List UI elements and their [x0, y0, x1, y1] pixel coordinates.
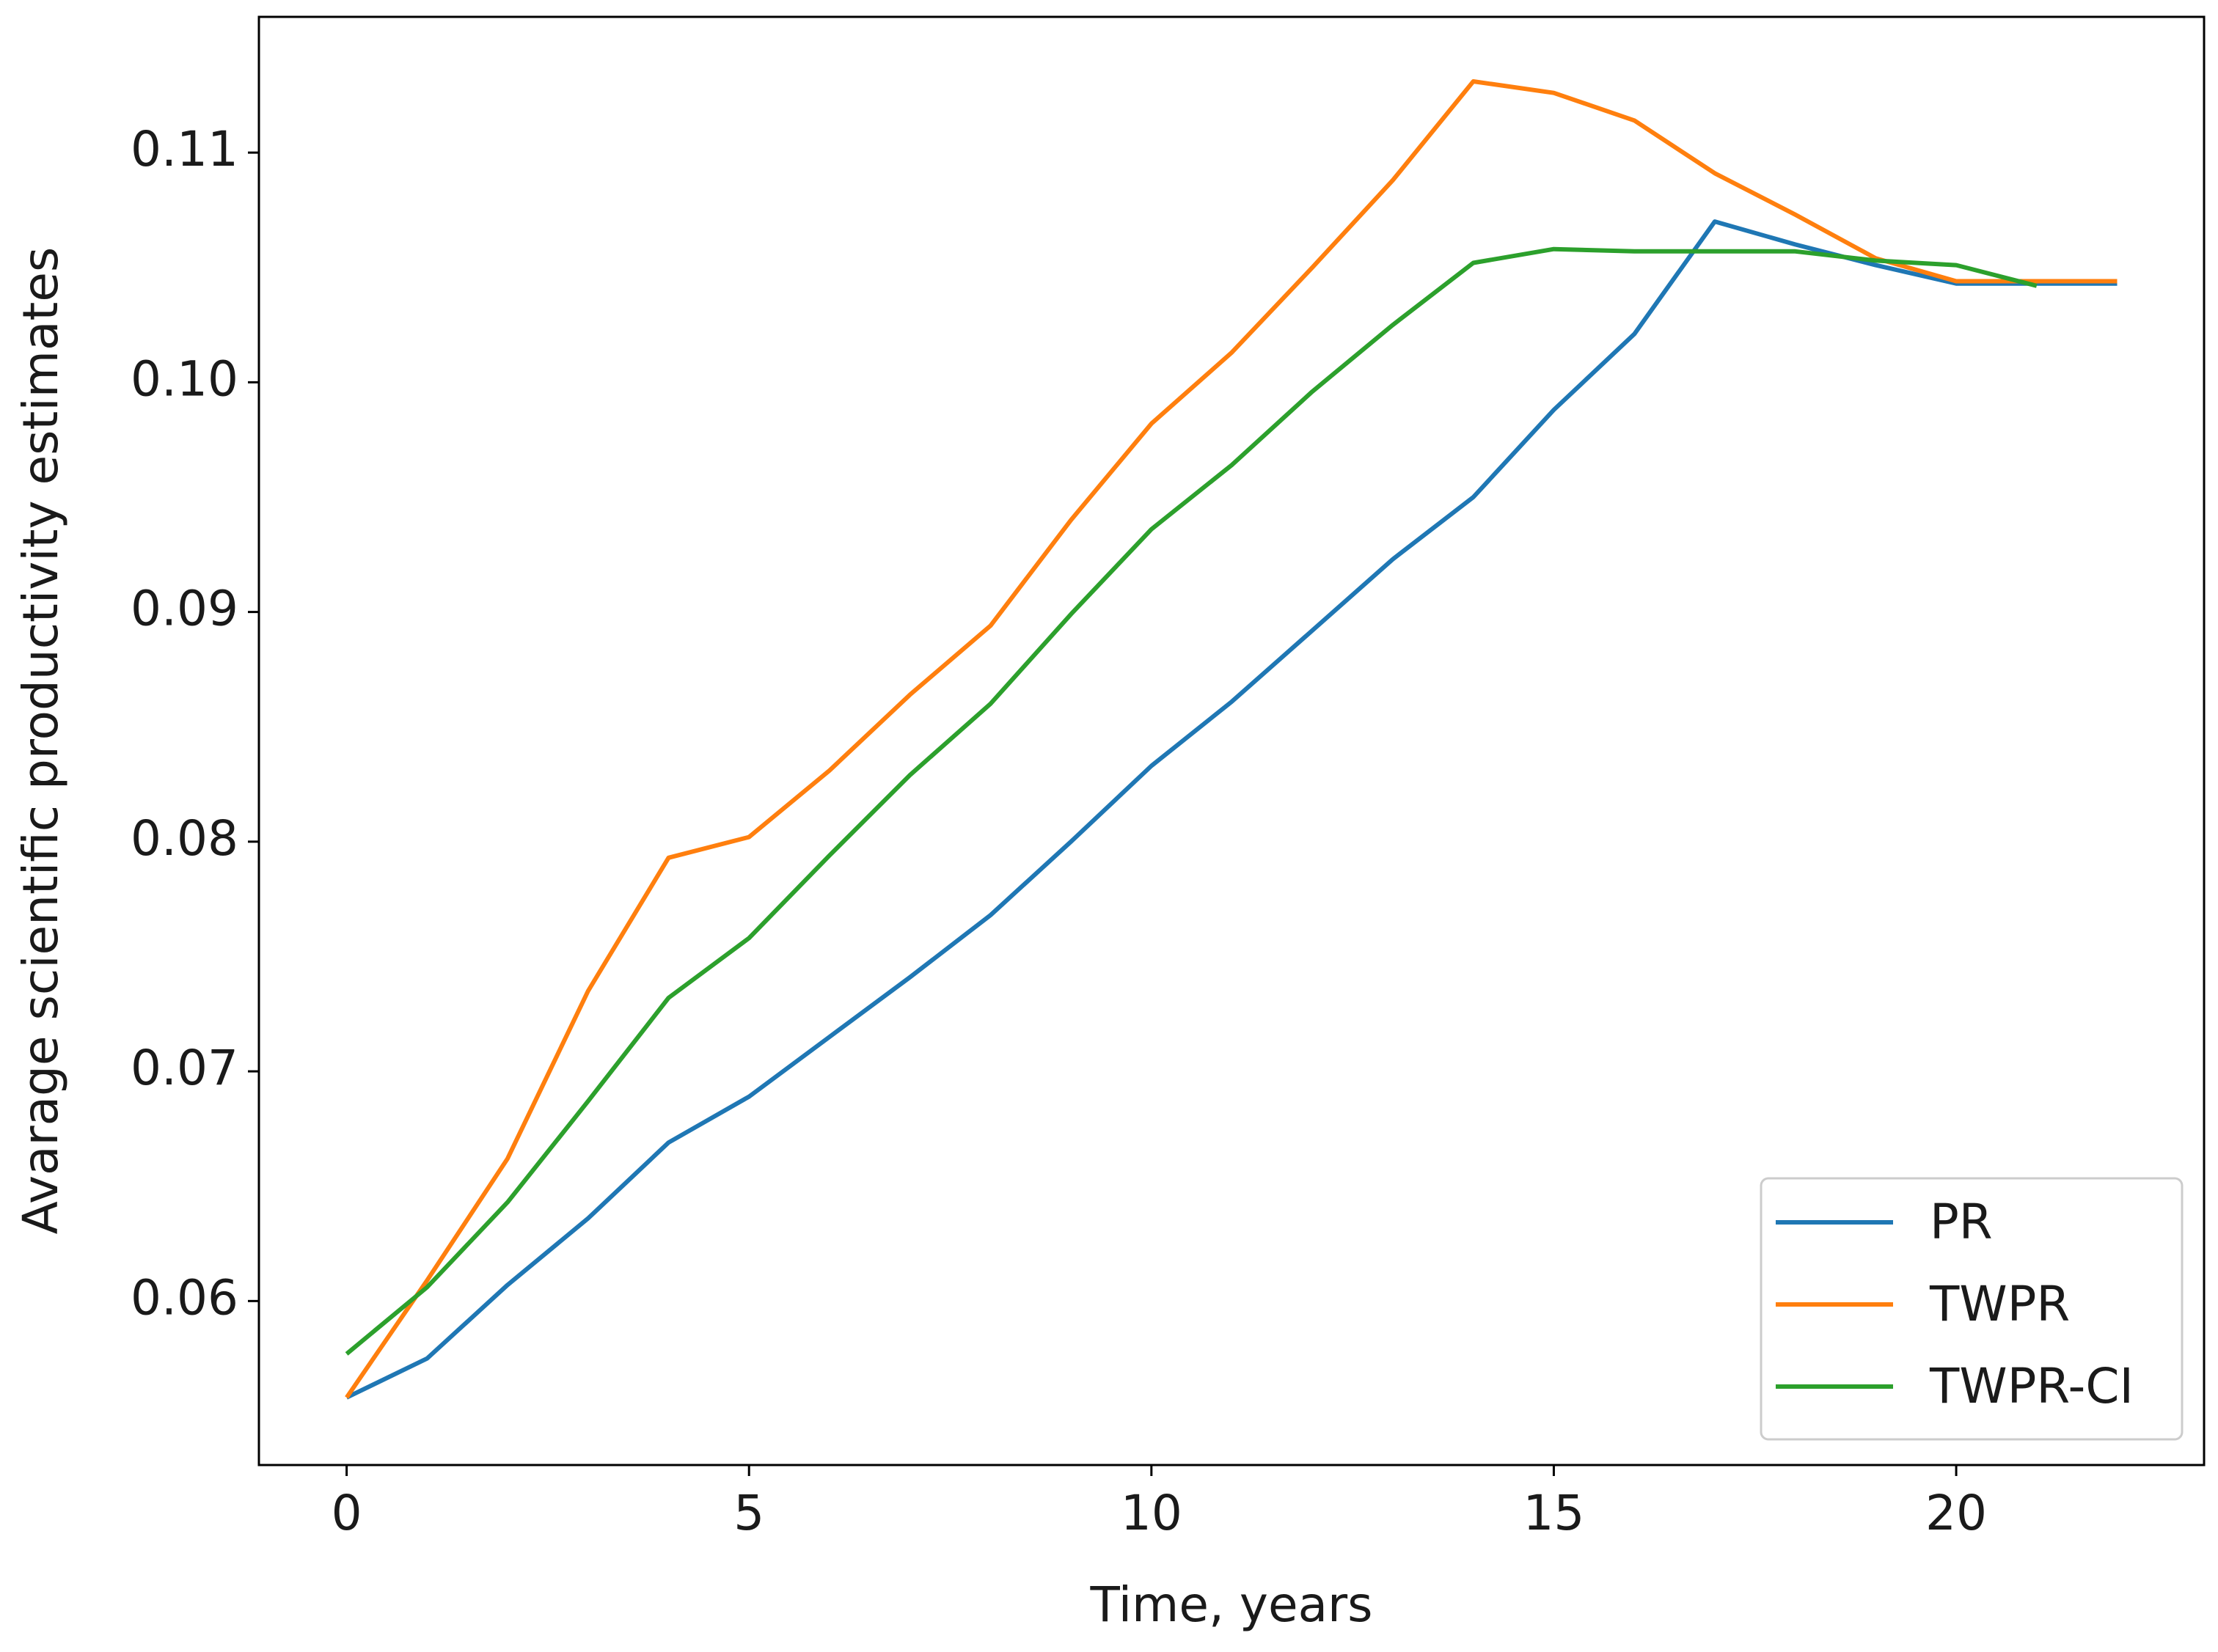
x-tick-label: 10	[1121, 1485, 1182, 1541]
y-tick-label: 0.09	[131, 581, 238, 637]
x-tick-label: 15	[1523, 1485, 1584, 1541]
y-tick-label: 0.07	[131, 1040, 238, 1096]
legend-box	[1760, 1177, 2184, 1441]
series-line	[345, 246, 2038, 1356]
x-tick-label: 0	[332, 1485, 362, 1541]
y-axis-label: Avarage scientific productivity estimate…	[12, 247, 69, 1235]
legend: PR TWPR TWPR-CI	[1760, 1177, 2184, 1441]
x-tick-label: 20	[1925, 1485, 1987, 1541]
series-line	[345, 79, 2118, 1399]
y-tick-label: 0.08	[131, 810, 238, 867]
y-tick-label: 0.11	[131, 121, 238, 177]
plot-frame	[257, 15, 2206, 1466]
x-axis-label: Time, years	[1089, 1576, 1372, 1633]
y-tick-label: 0.06	[131, 1269, 238, 1326]
y-tick-label: 0.10	[131, 350, 238, 407]
series-line	[345, 219, 2118, 1400]
legend-label: TWPR-CI	[1929, 1358, 2134, 1414]
legend-label: TWPR	[1929, 1276, 2070, 1332]
x-tick-label: 5	[733, 1485, 764, 1541]
legend-label: PR	[1930, 1194, 1993, 1250]
